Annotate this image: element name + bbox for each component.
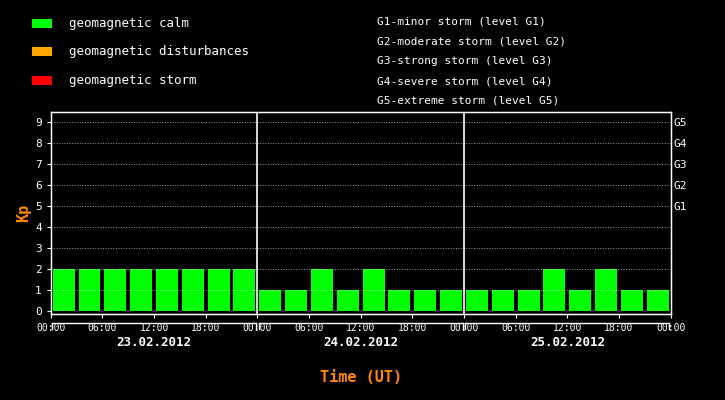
Text: geomagnetic disturbances: geomagnetic disturbances [70, 45, 249, 58]
Bar [32, 47, 52, 56]
Text: geomagnetic calm: geomagnetic calm [70, 17, 189, 30]
Bar [362, 269, 384, 311]
Text: 24.02.2012: 24.02.2012 [323, 336, 398, 348]
Bar [285, 290, 307, 311]
Text: 25.02.2012: 25.02.2012 [530, 336, 605, 348]
Bar [389, 290, 410, 311]
Text: G2-moderate storm (level G2): G2-moderate storm (level G2) [377, 36, 566, 46]
Bar [440, 290, 462, 311]
Bar [466, 290, 488, 311]
Bar [53, 269, 75, 311]
Bar [156, 269, 178, 311]
Bar [518, 290, 539, 311]
Bar [569, 290, 591, 311]
Bar [311, 269, 333, 311]
Bar [414, 290, 436, 311]
Bar [647, 290, 668, 311]
Bar [182, 269, 204, 311]
Bar [337, 290, 359, 311]
Bar [544, 269, 566, 311]
Bar [130, 269, 152, 311]
Bar [78, 269, 101, 311]
Text: G3-strong storm (level G3): G3-strong storm (level G3) [377, 56, 552, 66]
Bar [260, 290, 281, 311]
Bar [32, 19, 52, 28]
Bar [207, 269, 230, 311]
Text: G1-minor storm (level G1): G1-minor storm (level G1) [377, 17, 546, 27]
Bar [32, 76, 52, 85]
Y-axis label: Kp: Kp [16, 204, 30, 222]
Text: Time (UT): Time (UT) [320, 370, 402, 386]
Text: G5-extreme storm (level G5): G5-extreme storm (level G5) [377, 96, 559, 106]
Bar [595, 269, 617, 311]
Bar [492, 290, 514, 311]
Bar [104, 269, 126, 311]
Text: G4-severe storm (level G4): G4-severe storm (level G4) [377, 76, 552, 86]
Text: geomagnetic storm: geomagnetic storm [70, 74, 197, 87]
Bar [621, 290, 643, 311]
Bar [233, 269, 255, 311]
Text: 23.02.2012: 23.02.2012 [117, 336, 191, 348]
